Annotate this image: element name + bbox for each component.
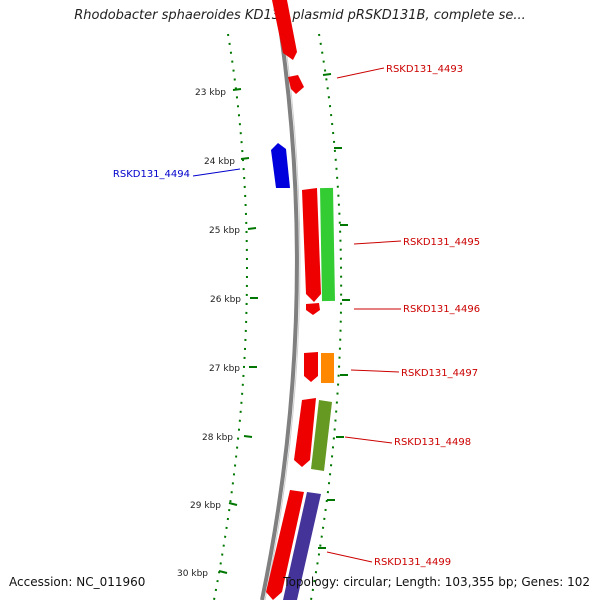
scale-label: 23 kbp [195, 88, 226, 98]
scale-label: 28 kbp [202, 433, 233, 443]
gene-label[interactable]: RSKD131_4496 [403, 304, 480, 315]
scale-label: 24 kbp [204, 157, 235, 167]
gene-arrow [294, 398, 316, 467]
topology-label: Topology: circular; Length: 103,355 bp; … [283, 575, 590, 589]
outer-ticks [318, 73, 350, 549]
gene-label[interactable]: RSKD131_4497 [401, 368, 478, 379]
inner-scale-dots [213, 33, 248, 600]
gene-arrow-blue [271, 143, 290, 188]
gene-label[interactable]: RSKD131_4494 [113, 169, 190, 180]
gene-arrows-red [266, 0, 321, 600]
gene-label[interactable]: RSKD131_4493 [386, 64, 463, 75]
backbone-arc [260, 0, 299, 600]
gene-arrow [266, 490, 304, 600]
scale-label: 27 kbp [209, 364, 240, 374]
gene-arrow [304, 352, 318, 382]
cog-box-purple [283, 492, 321, 600]
gene-arrow [306, 303, 320, 315]
cog-box-orange [321, 353, 334, 383]
scale-label: 25 kbp [209, 226, 240, 236]
scale-label: 29 kbp [190, 501, 221, 511]
cog-box-green [320, 187, 335, 302]
map-title: Rhodobacter sphaeroides KD131 plasmid pR… [74, 8, 526, 23]
gene-label[interactable]: RSKD131_4495 [403, 237, 480, 248]
gene-arrow [288, 75, 304, 94]
label-leaders [192, 67, 402, 563]
cog-box-olive [311, 400, 332, 471]
gene-label[interactable]: RSKD131_4498 [394, 437, 471, 448]
gene-arrow [302, 188, 321, 302]
scale-label: 26 kbp [210, 295, 241, 305]
gene-arrow [272, 0, 297, 60]
inner-major-ticks [218, 88, 258, 574]
gene-label[interactable]: RSKD131_4499 [374, 557, 451, 568]
scale-label: 30 kbp [177, 569, 208, 579]
accession-label: Accession: NC_011960 [9, 575, 146, 589]
